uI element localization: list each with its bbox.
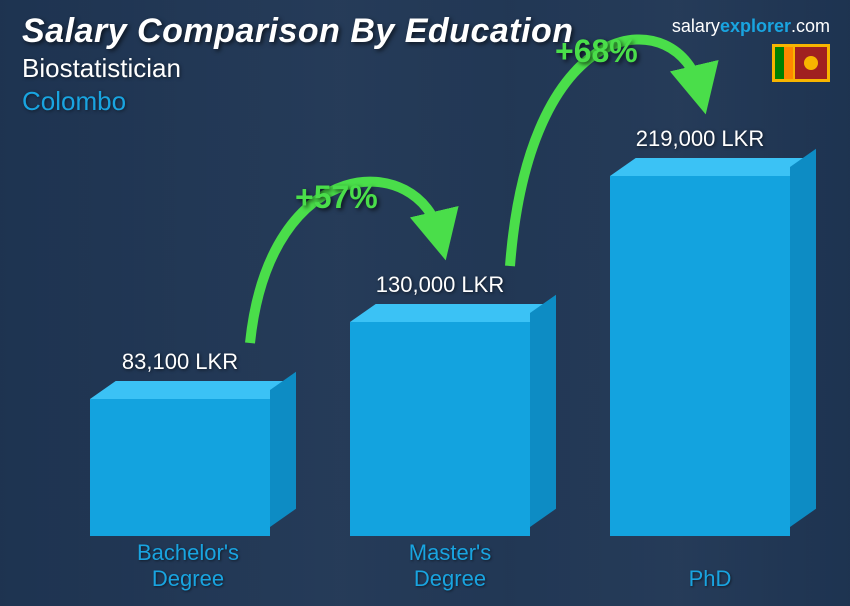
increase-pct-label: +68%	[555, 33, 638, 70]
increase-arc	[0, 0, 850, 606]
